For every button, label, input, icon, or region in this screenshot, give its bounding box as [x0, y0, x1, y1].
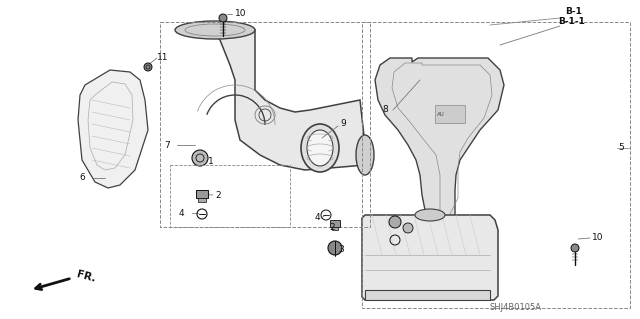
Polygon shape	[365, 290, 490, 300]
Polygon shape	[375, 58, 504, 228]
Text: 8: 8	[382, 106, 388, 115]
Text: 10: 10	[235, 10, 246, 19]
Circle shape	[389, 216, 401, 228]
Bar	[196, 190, 208, 198]
Text: 3: 3	[338, 246, 344, 255]
Text: 1: 1	[208, 158, 214, 167]
Text: B-1-1: B-1-1	[558, 18, 585, 26]
Circle shape	[144, 63, 152, 71]
Ellipse shape	[175, 21, 255, 39]
Text: 2: 2	[330, 224, 335, 233]
Text: 9: 9	[340, 120, 346, 129]
Text: SHJ4B0105A: SHJ4B0105A	[490, 303, 542, 313]
Circle shape	[571, 244, 579, 252]
Circle shape	[403, 223, 413, 233]
Bar	[198, 198, 206, 202]
Text: B-1: B-1	[565, 8, 582, 17]
Text: 4: 4	[179, 209, 184, 218]
Text: 2: 2	[215, 190, 221, 199]
Circle shape	[192, 150, 208, 166]
Text: 7: 7	[164, 140, 170, 150]
Text: 5: 5	[618, 144, 624, 152]
Bar	[170, 165, 290, 227]
Text: AU: AU	[437, 112, 445, 116]
Bar	[330, 220, 340, 227]
Ellipse shape	[301, 124, 339, 172]
Text: 10: 10	[592, 234, 604, 242]
Ellipse shape	[415, 209, 445, 221]
Bar	[160, 22, 370, 227]
Bar	[435, 105, 465, 123]
Bar	[362, 22, 630, 308]
Text: 6: 6	[79, 174, 85, 182]
Bar	[332, 227, 338, 230]
Polygon shape	[362, 215, 498, 300]
Circle shape	[219, 14, 227, 22]
Circle shape	[328, 241, 342, 255]
Text: 4: 4	[314, 213, 320, 222]
Ellipse shape	[356, 135, 374, 175]
Text: FR.: FR.	[75, 270, 96, 284]
Polygon shape	[175, 30, 365, 170]
Text: 11: 11	[157, 54, 168, 63]
Polygon shape	[78, 70, 148, 188]
Ellipse shape	[416, 61, 484, 83]
Ellipse shape	[307, 130, 333, 166]
